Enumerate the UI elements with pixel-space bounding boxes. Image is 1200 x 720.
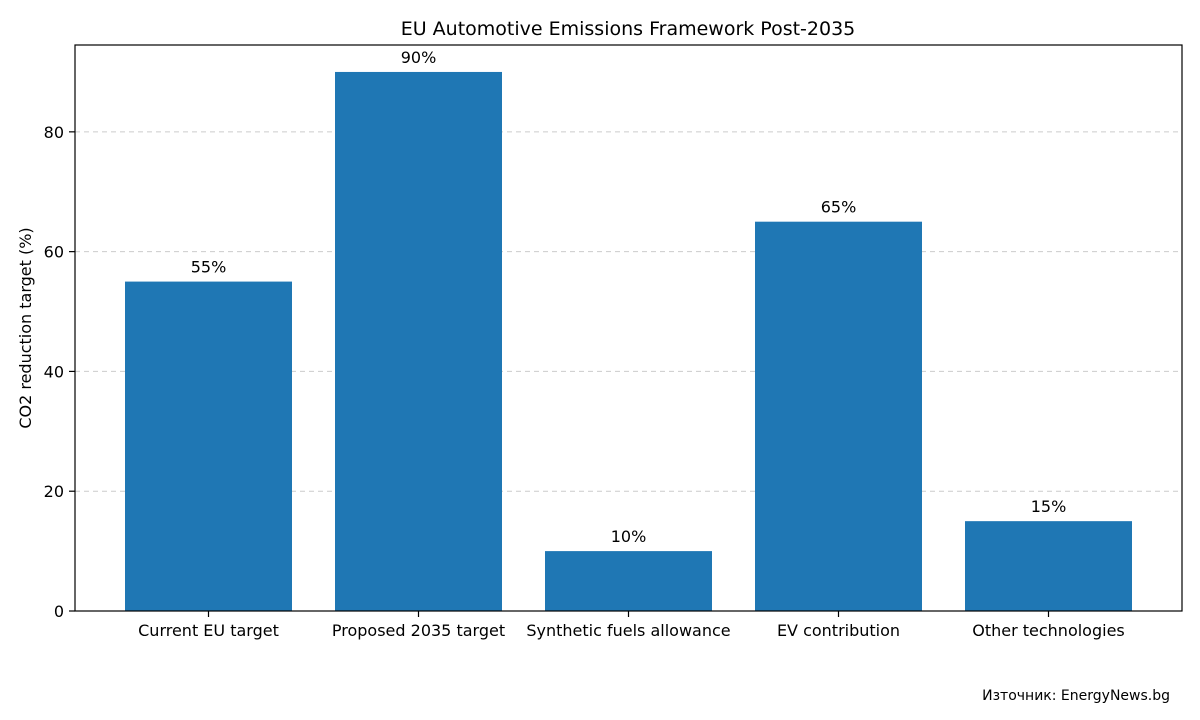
y-axis-ticks: 0 20 40 60 80 [44, 123, 75, 621]
bar [125, 281, 292, 611]
data-labels: 55% 90% 10% 65% 15% [191, 48, 1067, 546]
bar [965, 521, 1132, 611]
x-tick-label: Synthetic fuels allowance [526, 621, 730, 640]
bars [125, 71, 1132, 611]
y-tick-label: 20 [44, 482, 64, 501]
bar [755, 221, 922, 611]
y-tick-label: 0 [54, 602, 64, 621]
data-label: 10% [611, 527, 647, 546]
x-tick-label: Other technologies [972, 621, 1125, 640]
x-tick-label: EV contribution [777, 621, 900, 640]
bar [335, 71, 502, 611]
data-label: 65% [821, 198, 857, 217]
y-axis-label: CO2 reduction target (%) [16, 227, 35, 428]
data-label: 15% [1031, 497, 1067, 516]
x-tick-label: Current EU target [138, 621, 279, 640]
chart-title: EU Automotive Emissions Framework Post-2… [401, 18, 856, 40]
x-tick-label: Proposed 2035 target [332, 621, 505, 640]
bar [545, 551, 712, 611]
x-axis-ticks: Current EU target Proposed 2035 target Syn… [138, 611, 1125, 640]
y-tick-label: 80 [44, 123, 64, 142]
data-label: 55% [191, 258, 227, 277]
source-note: Източник: EnergyNews.bg [982, 688, 1170, 704]
data-label: 90% [401, 48, 437, 67]
y-tick-label: 40 [44, 362, 64, 381]
y-tick-label: 60 [44, 243, 64, 262]
